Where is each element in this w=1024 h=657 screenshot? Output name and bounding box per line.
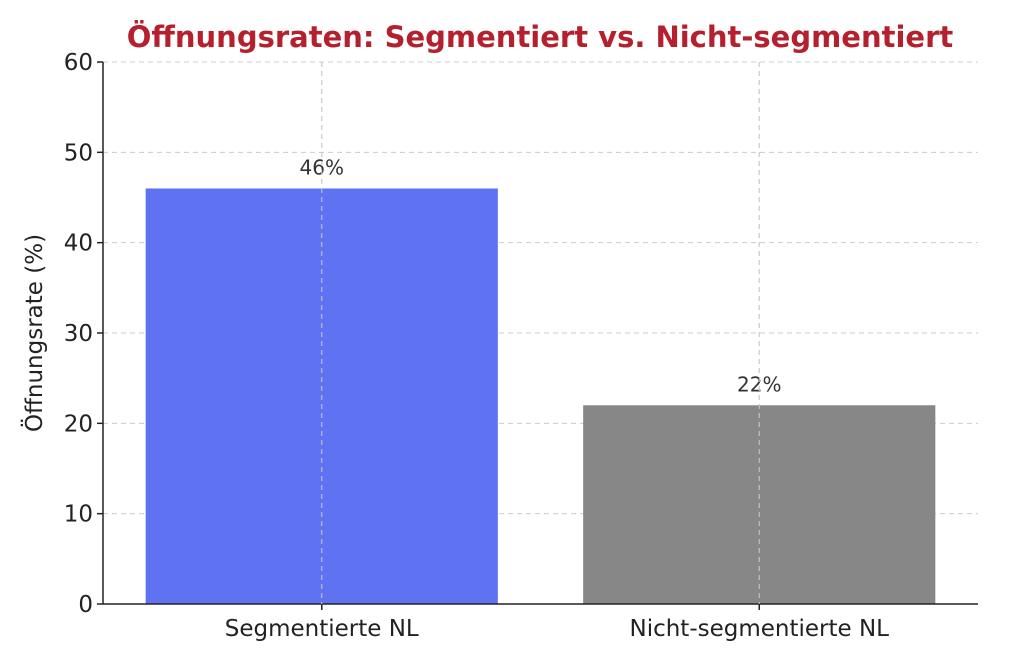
x-tick-label: Nicht-segmentierte NL: [629, 616, 889, 642]
y-tick-label: 50: [64, 140, 93, 166]
data-label-2: 22%: [737, 372, 781, 396]
data-label-1: 46%: [300, 155, 344, 179]
y-tick-label: 40: [64, 231, 93, 257]
bars: [145, 188, 936, 604]
chart-title: Öffnungsraten: Segmentiert vs. Nicht-seg…: [127, 20, 954, 54]
y-tick-label: 0: [78, 592, 93, 618]
tick-labels: 0 10 20 30 40 50 60 Segmentierte NL Nicht-segmen…: [64, 50, 889, 642]
y-axis-label: Öffnungsrate (%): [20, 234, 48, 432]
data-labels: 46% 22%: [300, 62, 781, 604]
y-tick-label: 20: [64, 411, 93, 437]
axes: [97, 61, 978, 610]
y-tick-label: 30: [64, 321, 93, 347]
y-tick-label: 60: [64, 50, 93, 76]
y-tick-label: 10: [64, 502, 93, 528]
x-tick-label: Segmentierte NL: [225, 616, 419, 642]
